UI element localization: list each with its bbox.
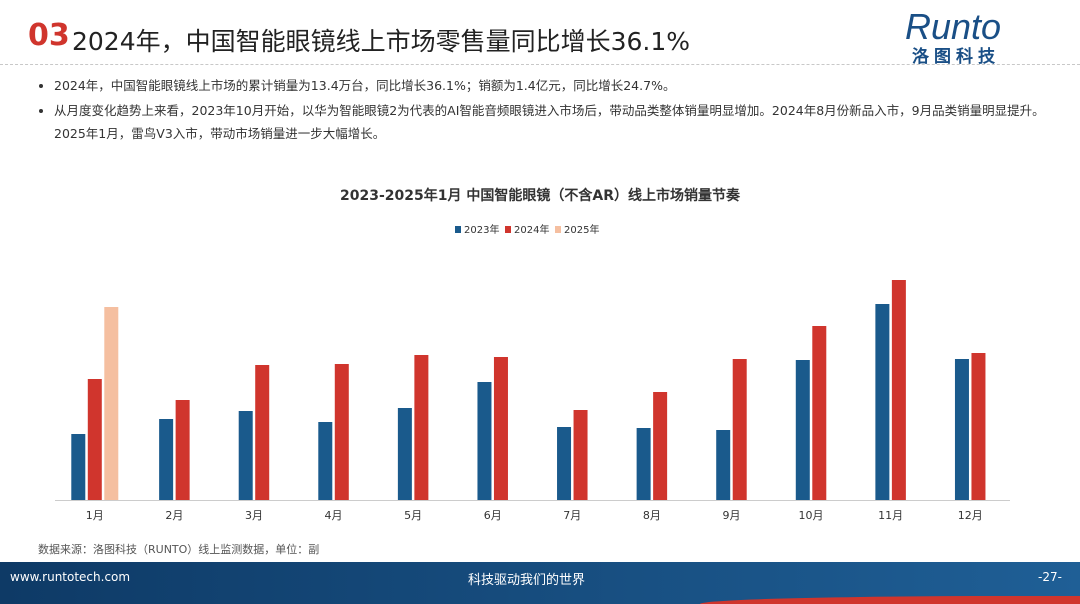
bar: [653, 392, 668, 500]
bullet-list: 2024年，中国智能眼镜线上市场的累计销量为13.4万台，同比增长36.1%；销…: [34, 74, 1074, 147]
bar: [104, 307, 119, 500]
logo-text-cn: 洛图科技: [912, 47, 1000, 67]
x-tick-label: 7月: [563, 509, 581, 522]
bar: [557, 427, 572, 500]
x-tick-label: 11月: [878, 509, 903, 522]
x-tick-label: 8月: [643, 509, 661, 522]
logo-text: Runto: [905, 6, 1002, 47]
section-number: 03: [28, 18, 70, 53]
slide-title: 2024年，中国智能眼镜线上市场零售量同比增长36.1%: [72, 27, 691, 56]
x-tick-label: 2月: [165, 509, 183, 522]
legend-label: 2023年: [464, 223, 499, 236]
bar: [477, 382, 492, 500]
bar: [334, 364, 349, 500]
source-note: 数据来源：洛图科技（RUNTO）线上监测数据，单位：副: [38, 543, 320, 556]
x-tick-label: 10月: [799, 509, 824, 522]
legend-label: 2024年: [514, 223, 549, 236]
bar: [971, 353, 986, 500]
footer-accent: [700, 596, 1080, 604]
bar: [159, 419, 174, 500]
legend-swatch: [505, 226, 511, 233]
x-tick-label: 12月: [958, 509, 983, 522]
x-tick-label: 9月: [722, 509, 740, 522]
header-rule: [0, 64, 1080, 65]
x-tick-label: 6月: [484, 509, 502, 522]
x-tick-label: 4月: [325, 509, 343, 522]
bar: [636, 428, 651, 500]
bar: [954, 359, 969, 500]
page-number: -27-: [1038, 570, 1062, 584]
x-tick-label: 3月: [245, 509, 263, 522]
bar: [812, 326, 827, 500]
footer-url: www.runtotech.com: [10, 570, 131, 584]
legend-swatch: [555, 226, 561, 233]
bar: [255, 365, 270, 500]
bar: [795, 360, 810, 500]
x-tick-label: 5月: [404, 509, 422, 522]
bar: [875, 304, 890, 500]
legend-label: 2025年: [564, 223, 599, 236]
x-tick-label: 1月: [86, 509, 104, 522]
bar: [732, 359, 747, 500]
legend-swatch: [455, 226, 461, 233]
bar: [318, 422, 333, 500]
bullet: 2024年，中国智能眼镜线上市场的累计销量为13.4万台，同比增长36.1%；销…: [54, 74, 1074, 97]
bar: [175, 400, 190, 500]
footer-slogan: 科技驱动我们的世界: [468, 573, 586, 588]
bullet: 从月度变化趋势上来看，2023年10月开始，以华为智能眼镜2为代表的AI智能音频…: [54, 99, 1074, 145]
bar: [414, 355, 429, 500]
bar: [71, 434, 86, 500]
bar: [573, 410, 588, 500]
chart-title: 2023-2025年1月 中国智能眼镜（不含AR）线上市场销量节奏: [340, 187, 741, 204]
bar: [397, 408, 412, 500]
bar: [238, 411, 253, 500]
bar: [87, 379, 102, 500]
bar: [493, 357, 508, 500]
bar: [891, 280, 906, 500]
bar: [716, 430, 731, 500]
